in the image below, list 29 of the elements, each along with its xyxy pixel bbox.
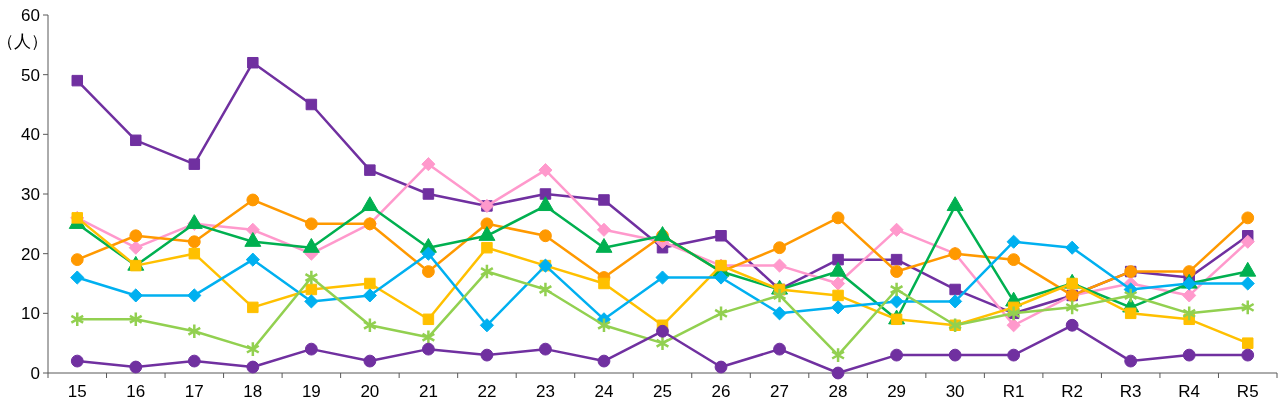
x-tick-label: 16 bbox=[126, 382, 146, 401]
y-axis-title: （人） bbox=[0, 32, 48, 51]
x-tick-label: 29 bbox=[887, 382, 907, 401]
x-tick-label: R4 bbox=[1178, 382, 1201, 401]
x-tick-label: R3 bbox=[1119, 382, 1142, 401]
x-tick-label: 30 bbox=[945, 382, 965, 401]
x-tick-label: 22 bbox=[477, 382, 497, 401]
x-tick-label: 23 bbox=[535, 382, 555, 401]
y-tick-label: 0 bbox=[30, 363, 40, 383]
x-tick-label: 17 bbox=[184, 382, 204, 401]
y-tick-label: 40 bbox=[21, 125, 40, 145]
x-tick-label: R2 bbox=[1061, 382, 1084, 401]
y-tick-label: 50 bbox=[21, 65, 40, 85]
x-tick-label: R1 bbox=[1002, 382, 1025, 401]
x-tick-label: 27 bbox=[770, 382, 790, 401]
y-tick-label: 20 bbox=[21, 244, 40, 264]
x-tick-label: R5 bbox=[1236, 382, 1259, 401]
x-tick-label: 19 bbox=[301, 382, 321, 401]
x-tick-label: 21 bbox=[418, 382, 438, 401]
y-tick-label: 60 bbox=[21, 5, 40, 25]
x-tick-label: 20 bbox=[360, 382, 380, 401]
x-tick-label: 25 bbox=[653, 382, 672, 401]
x-tick-label: 18 bbox=[243, 382, 263, 401]
x-tick-label: 15 bbox=[67, 382, 87, 401]
y-tick-label: 30 bbox=[21, 184, 40, 204]
y-tick-label: 10 bbox=[21, 304, 40, 324]
x-tick-label: 26 bbox=[711, 382, 731, 401]
x-tick-label: 24 bbox=[594, 382, 614, 401]
x-tick-label: 28 bbox=[828, 382, 848, 401]
